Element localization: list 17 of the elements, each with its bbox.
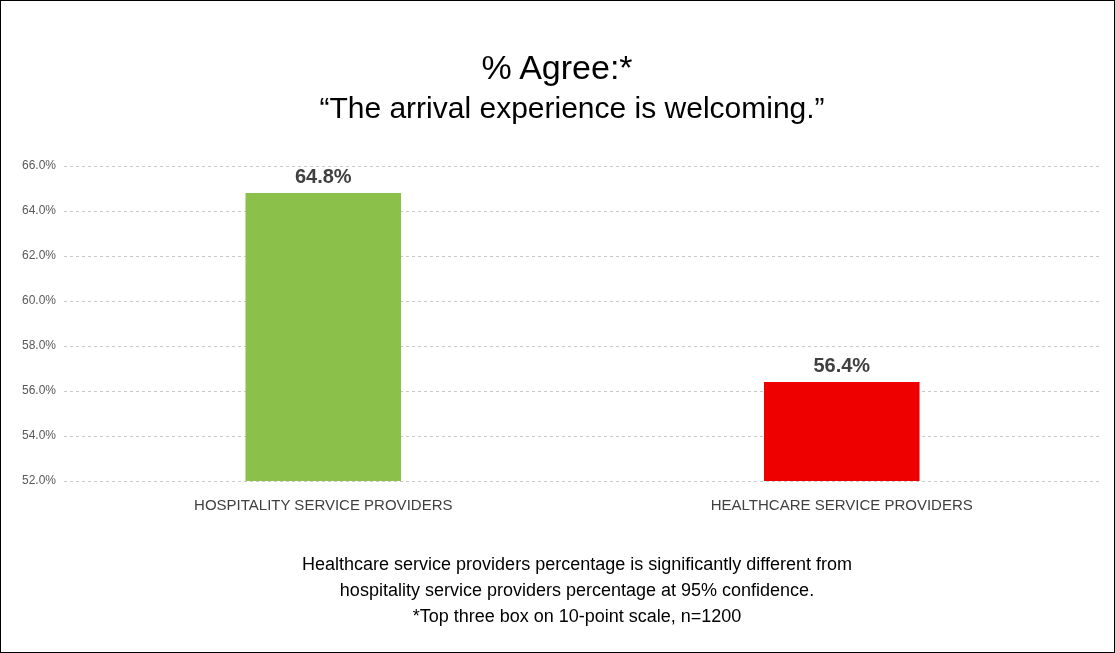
y-tick-label: 66.0% — [21, 158, 57, 173]
text: *Top three box on 10-point scale, n=1200 — [412, 605, 742, 626]
data-label: 56.4% — [813, 353, 871, 376]
x-tick-label: HEALTHCARE SERVICE PROVIDERS — [710, 496, 973, 514]
data-label: 64.8% — [294, 164, 352, 187]
y-tick-label: 56.0% — [21, 383, 57, 398]
x-tick-label: HOSPITALITY SERVICE PROVIDERS — [194, 496, 453, 514]
chart-subtitle: “The arrival experience is welcoming.” — [319, 91, 825, 125]
y-tick-label: 60.0% — [21, 293, 57, 308]
y-tick-label: 62.0% — [21, 248, 57, 263]
y-tick-label: 58.0% — [21, 338, 57, 353]
text: hospitality service providers percentage at 95% confidence. — [339, 579, 815, 600]
y-tick-label: 52.0% — [21, 473, 57, 488]
y-tick-label: 64.0% — [21, 203, 57, 218]
text: Healthcare service providers percentage is significantly different from — [302, 553, 852, 574]
y-tick-label: 54.0% — [21, 428, 57, 443]
chart-title: % Agree:* — [481, 48, 633, 87]
